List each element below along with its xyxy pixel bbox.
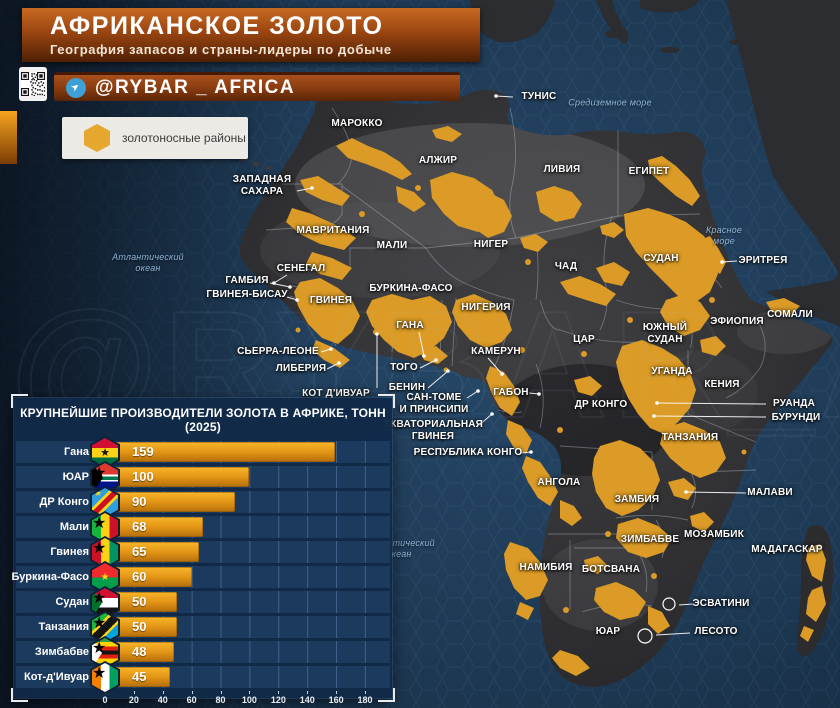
bar-value: 60 [132, 569, 147, 584]
telegram-handle-bar[interactable]: ➤ @RYBAR _ AFRICA [54, 72, 460, 101]
telegram-icon: ➤ [66, 78, 86, 98]
axis-tickmark [249, 691, 251, 694]
axis-tickmark [133, 691, 135, 694]
chart-row: Гвинея 65 ★ [16, 536, 390, 569]
value-bar: 159 [105, 442, 335, 462]
value-bar: 65 [105, 542, 199, 562]
panel-corner-bracket [11, 688, 28, 702]
page-subtitle: География запасов и страны-лидеры по доб… [50, 42, 392, 57]
value-bar: 50 [105, 592, 178, 612]
bar-value: 100 [132, 469, 154, 484]
axis-tick-label: 140 [299, 695, 315, 705]
chart-x-axis: 0 20 40 60 80 100 120 140 160 180 [16, 691, 390, 707]
chart-row: Танзания 50 ★ [16, 611, 390, 644]
axis-tickmark [220, 691, 222, 694]
bar-value: 50 [132, 594, 147, 609]
gold-regions [286, 126, 826, 676]
chart-row: Мали 68 ★ [16, 511, 390, 544]
axis-tick-label: 100 [241, 695, 257, 705]
row-country-label: ЮАР [62, 471, 89, 483]
bar-value: 45 [132, 669, 147, 684]
axis-tickmark [191, 691, 193, 694]
value-bar: 68 [105, 517, 204, 537]
axis-tick-label: 40 [157, 695, 168, 705]
row-country-label: Зимбабве [34, 646, 89, 658]
axis-tickmark [365, 691, 366, 694]
adjacent-landmasses [470, 0, 840, 327]
row-country-label: Танзания [38, 621, 89, 633]
legend-label: золотоносные районы [122, 131, 246, 145]
page-title: АФРИКАНСКОЕ ЗОЛОТО [50, 12, 384, 40]
value-bar: 45 [105, 667, 170, 687]
producers-chart-panel: КРУПНЕЙШИЕ ПРОИЗВОДИТЕЛИ ЗОЛОТА В АФРИКЕ… [11, 394, 395, 705]
row-country-label: Кот-д'Ивуар [23, 671, 89, 683]
chart-row: Судан 50 ★ [16, 586, 390, 619]
axis-tick-label: 180 [357, 695, 373, 705]
axis-tick-label: 20 [128, 695, 139, 705]
panel-corner-bracket [378, 394, 395, 408]
chart-row: Гана 159 ★ [16, 436, 390, 469]
value-bar: 50 [105, 617, 178, 637]
chart-row: Зимбабве 48 ★ [16, 636, 390, 669]
value-bar: 100 [105, 467, 250, 487]
value-bar: 60 [105, 567, 192, 587]
value-bar: 48 [105, 642, 175, 662]
telegram-handle: @RYBAR _ AFRICA [95, 77, 296, 98]
qr-code [19, 67, 47, 101]
row-country-label: Буркина-Фасо [11, 571, 90, 583]
gold-hexagon-icon [84, 124, 110, 152]
row-country-label: Мали [59, 521, 89, 533]
header-banner: АФРИКАНСКОЕ ЗОЛОТО География запасов и с… [22, 8, 480, 62]
chart-title: КРУПНЕЙШИЕ ПРОИЗВОДИТЕЛИ ЗОЛОТА В АФРИКЕ… [20, 406, 386, 434]
row-country-label: ДР Конго [39, 496, 89, 508]
axis-tickmark [162, 691, 164, 694]
legend: золотоносные районы [62, 117, 248, 159]
bar-value: 65 [132, 544, 147, 559]
chart-row: Буркина-Фасо 60 ★ [12, 561, 390, 594]
legend-accent-strip [0, 111, 17, 164]
axis-tickmark [307, 691, 309, 694]
panel-corner-bracket [378, 688, 395, 702]
chart-row: Кот-д'Ивуар 45 ★ [16, 661, 390, 694]
bar-value: 90 [132, 494, 147, 509]
row-country-label: Гвинея [50, 546, 89, 558]
bar-value: 50 [132, 619, 147, 634]
chart-row: ЮАР 100 ★ [16, 461, 390, 494]
bar-value: 48 [132, 644, 147, 659]
axis-tick-label: 80 [215, 695, 226, 705]
flag-cote-divoire-icon: ★ [90, 661, 120, 694]
row-country-label: Гана [64, 446, 89, 458]
bar-value: 159 [132, 444, 154, 459]
qr-code-pattern [21, 72, 45, 96]
chart-rows: Гана 159 ★ ЮАР 100 ★ ДР Конго 90 ★ Мали 68 ★ Гвинея 6… [12, 436, 390, 694]
axis-tick-label: 60 [186, 695, 197, 705]
axis-tickmark [336, 691, 338, 694]
axis-tick-label: 0 [102, 695, 108, 705]
value-bar: 90 [105, 492, 235, 512]
row-country-label: Судан [55, 596, 89, 608]
axis-tick-label: 160 [328, 695, 344, 705]
bar-value: 68 [132, 519, 147, 534]
chart-row: ДР Конго 90 ★ [16, 486, 390, 519]
panel-corner-bracket [11, 394, 28, 408]
axis-tickmark [278, 691, 280, 694]
axis-tick-label: 120 [270, 695, 286, 705]
